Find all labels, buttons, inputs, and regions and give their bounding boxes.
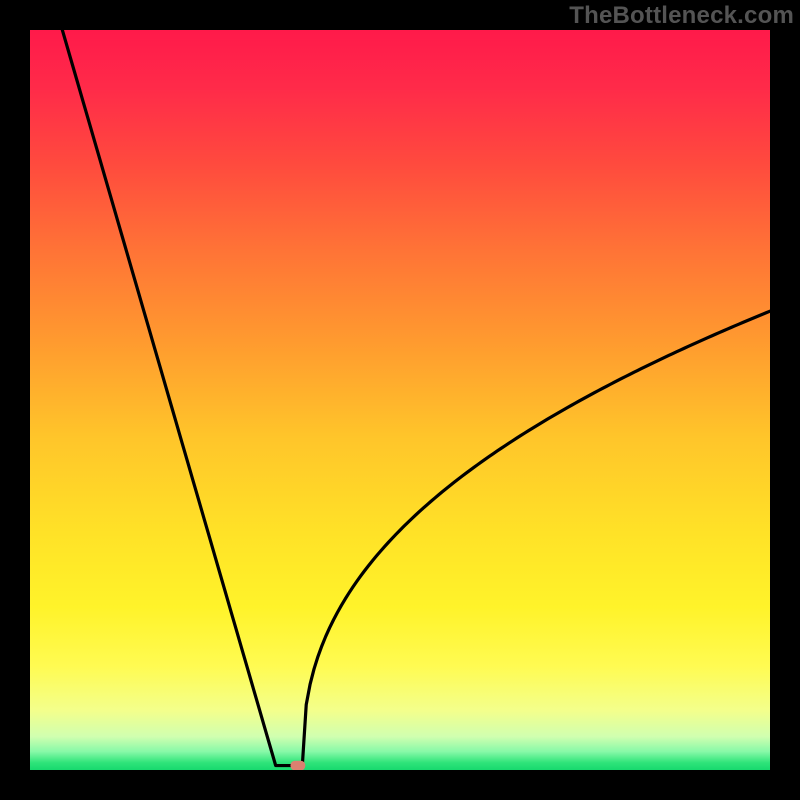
plot-area xyxy=(30,30,770,770)
plot-svg xyxy=(30,30,770,770)
optimal-point-marker xyxy=(290,761,305,770)
gradient-background xyxy=(30,30,770,770)
chart-container: TheBottleneck.com xyxy=(0,0,800,800)
watermark-text: TheBottleneck.com xyxy=(569,2,794,30)
